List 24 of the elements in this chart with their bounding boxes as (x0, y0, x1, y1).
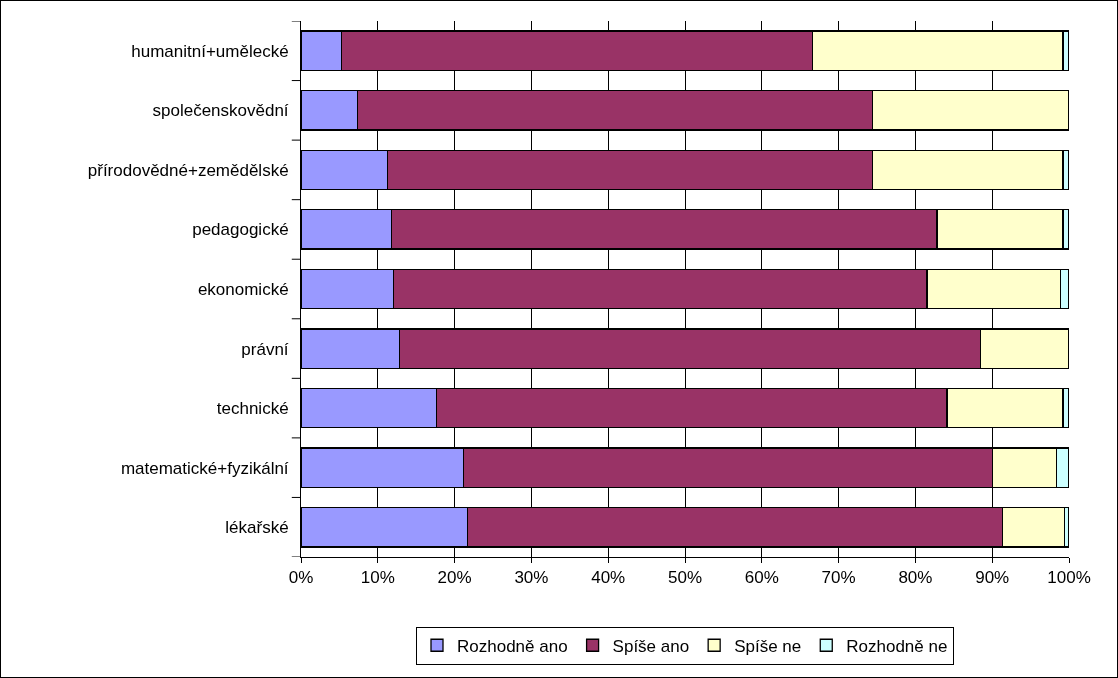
x-tick-label: 60% (744, 568, 779, 588)
y-tick-label: lékařské (225, 518, 289, 538)
y-tick-label: matematické+fyzikální (120, 458, 289, 478)
y-tick-label: humanitní+umělecké (131, 41, 289, 61)
x-tick-label: 0% (288, 568, 314, 588)
x-tick-label: 70% (821, 568, 856, 588)
legend-label: Rozhodně ne (846, 636, 948, 656)
legend-label: Spíše ano (612, 636, 690, 656)
y-tick-label: přírodovědné+zemědělské (87, 160, 289, 180)
y-tick-label: ekonomické (197, 279, 289, 299)
x-tick-label: 80% (898, 568, 933, 588)
x-tick-label: 50% (667, 568, 703, 588)
legend-label: Rozhodně ano (457, 636, 568, 656)
x-tick-label: 40% (591, 568, 626, 588)
y-tick-label: technické (216, 399, 289, 419)
y-tick-label: pedagogické (192, 220, 289, 240)
y-tick-label: právní (241, 339, 289, 359)
legend-label: Spíše ne (734, 636, 802, 656)
x-tick-label: 10% (360, 568, 395, 588)
x-tick-label: 90% (975, 568, 1010, 588)
x-tick-label: 20% (437, 568, 472, 588)
y-tick-label: společenskovědní (152, 101, 289, 121)
x-tick-label: 30% (514, 568, 549, 588)
x-tick-label: 100% (1047, 568, 1091, 588)
